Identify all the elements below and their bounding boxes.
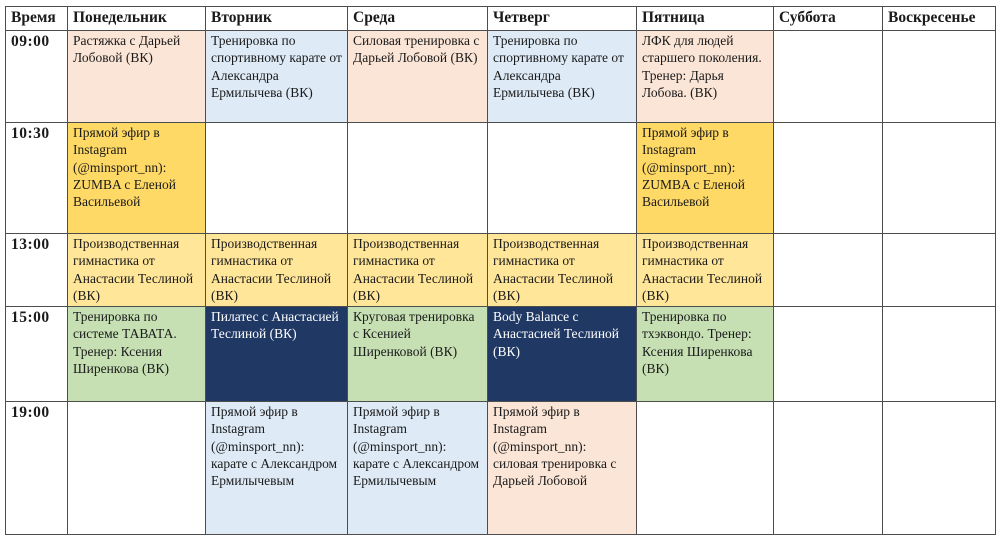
cell-1300-sun — [882, 232, 996, 308]
cell-1300-wed: Производственная гимнастика от Анастасии… — [347, 232, 488, 308]
cell-0900-mon: Растяжка с Дарьей Лобовой (ВК) — [67, 30, 206, 123]
row-1300: 13:00 Производственная гимнастика от Ана… — [5, 232, 996, 308]
cell-0900-thu: Тренировка по спортивному карате от Алек… — [487, 30, 637, 123]
cell-1300-fri: Производственная гимнастика от Анастасии… — [636, 232, 774, 308]
cell-0900-tue: Тренировка по спортивному карате от Алек… — [205, 30, 348, 123]
cell-0900-wed: Силовая тренировка с Дарьей Лобовой (ВК) — [347, 30, 488, 123]
cell-1900-tue: Прямой эфир в Instagram (@minsport_nn): … — [205, 401, 348, 536]
header-row: Время Понедельник Вторник Среда Четверг … — [5, 6, 996, 31]
cell-0900-sun — [882, 30, 996, 123]
row-1900: 19:00 Прямой эфир в Instagram (@minsport… — [5, 401, 996, 536]
time-label-1900: 19:00 — [5, 401, 68, 536]
time-label-1300: 13:00 — [5, 232, 68, 308]
cell-1030-sun — [882, 122, 996, 234]
cell-1030-tue — [205, 122, 348, 234]
cell-0900-fri: ЛФК для людей старшего поколения. Тренер… — [636, 30, 774, 123]
cell-1500-wed: Круговая тренировка с Ксенией Ширенковой… — [347, 306, 488, 403]
cell-1300-mon: Производственная гимнастика от Анастасии… — [67, 232, 206, 308]
cell-1500-thu: Body Balance с Анастасией Теслиной (ВК) — [487, 306, 637, 403]
time-label-1030: 10:30 — [5, 122, 68, 234]
col-header-sunday: Воскресенье — [882, 6, 996, 31]
col-header-tuesday: Вторник — [205, 6, 348, 31]
cell-1500-sat — [773, 306, 883, 403]
cell-1900-wed: Прямой эфир в Instagram (@minsport_nn): … — [347, 401, 488, 536]
cell-1500-tue: Пилатес с Анастасией Теслиной (ВК) — [205, 306, 348, 403]
weekly-schedule-table: Время Понедельник Вторник Среда Четверг … — [5, 6, 996, 536]
time-label-1500: 15:00 — [5, 306, 68, 403]
cell-1900-sun — [882, 401, 996, 536]
col-header-friday: Пятница — [636, 6, 774, 31]
col-header-thursday: Четверг — [487, 6, 637, 31]
cell-1030-wed — [347, 122, 488, 234]
cell-1900-sat — [773, 401, 883, 536]
cell-1900-mon — [67, 401, 206, 536]
col-header-monday: Понедельник — [67, 6, 206, 31]
cell-1030-thu — [487, 122, 637, 234]
cell-1030-fri: Прямой эфир в Instagram (@minsport_nn): … — [636, 122, 774, 234]
cell-1900-thu: Прямой эфир в Instagram (@minsport_nn): … — [487, 401, 637, 536]
cell-1500-sun — [882, 306, 996, 403]
cell-1500-mon: Тренировка по системе ТАВАТА. Тренер: Кс… — [67, 306, 206, 403]
cell-1900-fri — [636, 401, 774, 536]
cell-1500-fri: Тренировка по тхэквондо. Тренер: Ксения … — [636, 306, 774, 403]
col-header-saturday: Суббота — [773, 6, 883, 31]
row-1030: 10:30 Прямой эфир в Instagram (@minsport… — [5, 122, 996, 234]
cell-1030-mon: Прямой эфир в Instagram (@minsport_nn): … — [67, 122, 206, 234]
row-0900: 09:00 Растяжка с Дарьей Лобовой (ВК) Тре… — [5, 30, 996, 123]
cell-1030-sat — [773, 122, 883, 234]
cell-1300-tue: Производственная гимнастика от Анастасии… — [205, 232, 348, 308]
cell-1300-thu: Производственная гимнастика от Анастасии… — [487, 232, 637, 308]
col-header-time: Время — [5, 6, 68, 31]
row-1500: 15:00 Тренировка по системе ТАВАТА. Трен… — [5, 306, 996, 403]
cell-0900-sat — [773, 30, 883, 123]
col-header-wednesday: Среда — [347, 6, 488, 31]
time-label-0900: 09:00 — [5, 30, 68, 123]
cell-1300-sat — [773, 232, 883, 308]
